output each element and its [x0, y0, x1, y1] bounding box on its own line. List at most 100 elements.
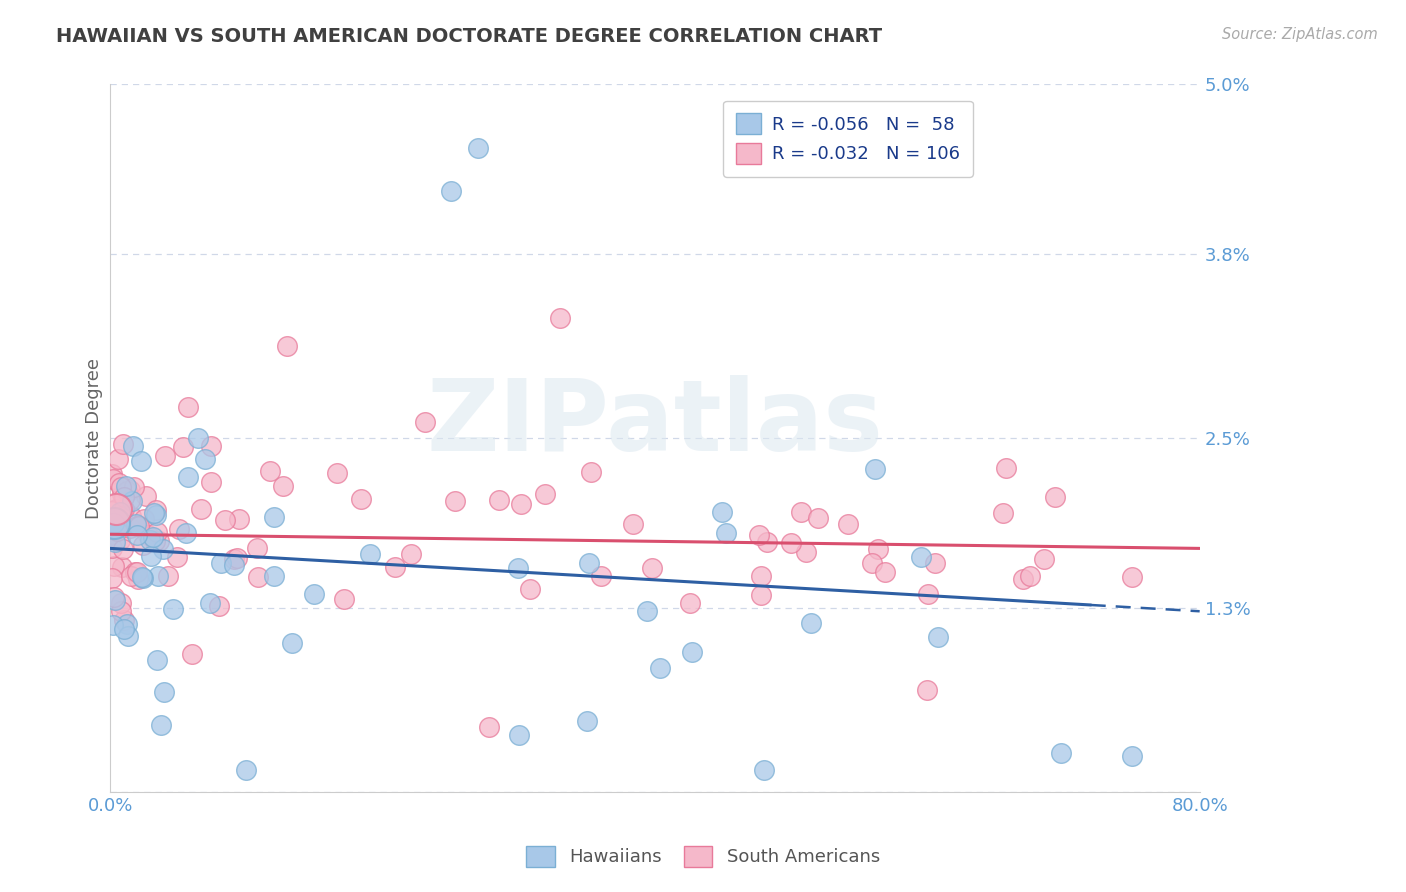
- Point: [112, 623, 135, 637]
- Point: [110, 560, 132, 574]
- Point: [174, 525, 197, 540]
- Point: [873, 565, 896, 579]
- Point: [866, 541, 889, 556]
- Point: [124, 565, 146, 579]
- Point: [755, 535, 778, 549]
- Point: [115, 479, 138, 493]
- Point: [108, 475, 131, 490]
- Point: [263, 569, 285, 583]
- Point: [440, 184, 463, 198]
- Point: [145, 508, 167, 522]
- Point: [749, 588, 772, 602]
- Point: [548, 310, 571, 325]
- Point: [100, 541, 122, 555]
- Point: [127, 519, 149, 533]
- Point: [112, 491, 135, 505]
- Point: [143, 507, 166, 521]
- Point: [333, 592, 356, 607]
- Point: [991, 506, 1014, 520]
- Point: [246, 541, 269, 555]
- Point: [589, 568, 612, 582]
- Point: [132, 571, 155, 585]
- Point: [224, 558, 246, 573]
- Point: [143, 534, 166, 549]
- Point: [780, 536, 803, 550]
- Point: [247, 570, 270, 584]
- Legend: Hawaiians, South Americans: Hawaiians, South Americans: [519, 838, 887, 874]
- Point: [110, 480, 132, 494]
- Point: [681, 645, 703, 659]
- Point: [325, 467, 347, 481]
- Point: [166, 549, 188, 564]
- Point: [350, 491, 373, 506]
- Point: [399, 547, 422, 561]
- Point: [100, 526, 122, 541]
- Point: [710, 505, 733, 519]
- Point: [200, 475, 222, 490]
- Point: [120, 508, 142, 523]
- Point: [129, 454, 152, 468]
- Point: [648, 661, 671, 675]
- Point: [641, 561, 664, 575]
- Point: [107, 451, 129, 466]
- Point: [752, 764, 775, 778]
- Point: [104, 501, 127, 516]
- Point: [121, 494, 143, 508]
- Point: [679, 596, 702, 610]
- Point: [104, 522, 127, 536]
- Point: [172, 440, 194, 454]
- Point: [716, 525, 738, 540]
- Y-axis label: Doctorate Degree: Doctorate Degree: [86, 358, 103, 518]
- Point: [794, 545, 817, 559]
- Point: [127, 572, 149, 586]
- Point: [152, 542, 174, 557]
- Point: [917, 682, 939, 697]
- Point: [228, 512, 250, 526]
- Point: [209, 557, 232, 571]
- Point: [100, 528, 122, 542]
- Point: [510, 497, 533, 511]
- Point: [181, 647, 204, 661]
- Point: [103, 516, 125, 530]
- Point: [863, 462, 886, 476]
- Point: [117, 629, 139, 643]
- Point: [118, 521, 141, 535]
- Point: [1050, 746, 1073, 760]
- Point: [134, 512, 156, 526]
- Point: [167, 522, 190, 536]
- Point: [534, 487, 557, 501]
- Point: [508, 728, 530, 742]
- Point: [281, 636, 304, 650]
- Point: [413, 415, 436, 429]
- Point: [127, 566, 149, 580]
- Point: [136, 528, 159, 542]
- Legend: R = -0.056   N =  58, R = -0.032   N = 106: R = -0.056 N = 58, R = -0.032 N = 106: [723, 101, 973, 177]
- Point: [125, 516, 148, 531]
- Point: [100, 504, 122, 518]
- Point: [575, 714, 598, 728]
- Point: [112, 613, 135, 627]
- Point: [162, 602, 184, 616]
- Point: [138, 533, 160, 547]
- Point: [214, 513, 236, 527]
- Point: [1121, 570, 1143, 584]
- Point: [122, 480, 145, 494]
- Point: [467, 141, 489, 155]
- Point: [101, 571, 124, 585]
- Point: [1012, 572, 1035, 586]
- Point: [790, 505, 813, 519]
- Point: [225, 550, 247, 565]
- Point: [621, 517, 644, 532]
- Point: [135, 490, 157, 504]
- Point: [478, 720, 501, 734]
- Point: [146, 653, 169, 667]
- Point: [110, 596, 132, 610]
- Point: [235, 764, 257, 778]
- Point: [115, 616, 138, 631]
- Point: [1019, 569, 1042, 583]
- Point: [927, 630, 949, 644]
- Point: [103, 559, 125, 574]
- Point: [145, 503, 167, 517]
- Point: [104, 501, 127, 516]
- Point: [177, 401, 200, 415]
